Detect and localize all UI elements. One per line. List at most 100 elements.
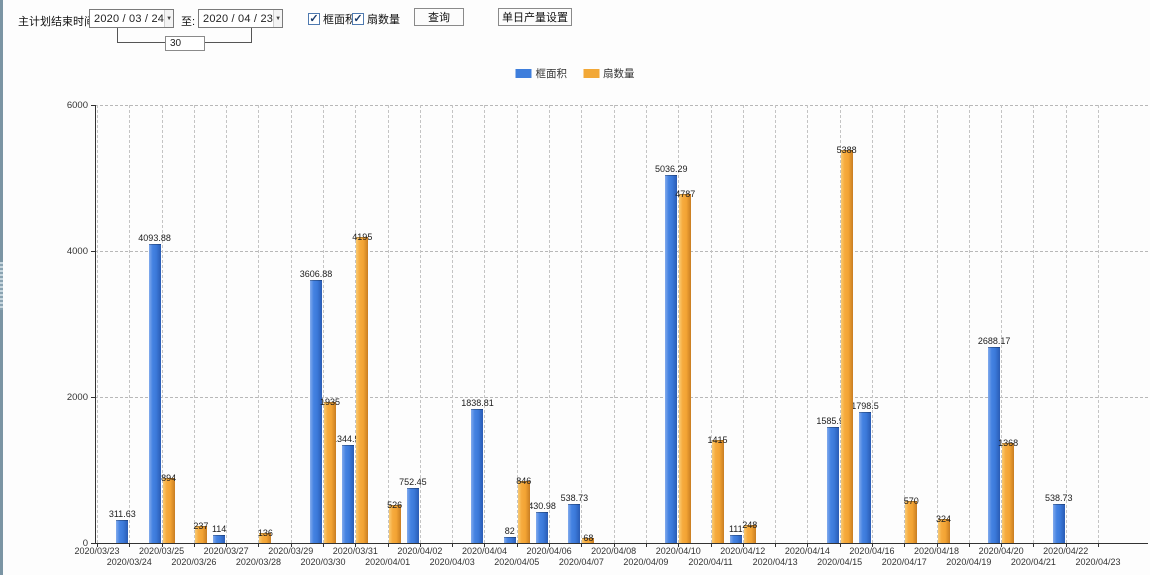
- bar-value-label: 752.45: [399, 477, 427, 487]
- scrollbar-thumb[interactable]: [0, 262, 3, 310]
- x-axis-label: 2020/04/05: [494, 557, 540, 567]
- chevron-down-icon[interactable]: ▼: [273, 10, 282, 27]
- x-axis-label: 2020/03/31: [332, 546, 378, 556]
- bar: [148, 244, 161, 543]
- bar: [679, 194, 692, 543]
- checkbox-icon[interactable]: ✓: [308, 13, 320, 25]
- x-axis-label: 2020/04/21: [1010, 557, 1056, 567]
- bar-value-label: 846: [516, 476, 532, 486]
- bar-value-label: 114: [211, 524, 227, 534]
- x-axis-label: 2020/04/06: [526, 546, 572, 556]
- x-axis-label: 2020/04/11: [688, 557, 733, 567]
- bar-value-label: 1368: [998, 438, 1019, 448]
- bar-value-label: 1838.81: [461, 398, 494, 408]
- x-tick-mark: [710, 543, 712, 547]
- bar: [517, 481, 530, 543]
- y-axis-label: 0: [82, 538, 88, 549]
- x-gridline: [613, 105, 615, 543]
- bar: [988, 347, 1001, 543]
- x-tick-mark: [1033, 543, 1035, 547]
- x-axis-label: 2020/03/30: [300, 557, 346, 567]
- bar: [213, 535, 226, 543]
- y-gridline: [95, 251, 1148, 252]
- bar: [194, 526, 207, 543]
- y-tick-mark: [91, 105, 95, 106]
- bar: [471, 409, 484, 543]
- y-tick-mark: [91, 543, 95, 544]
- x-gridline: [742, 105, 744, 543]
- x-gridline: [807, 105, 809, 543]
- checkbox-frame-area[interactable]: ✓ 框面积: [308, 11, 356, 27]
- x-tick-mark: [323, 543, 325, 547]
- date-to-picker[interactable]: 2020 / 04 / 23 ▼: [198, 9, 283, 28]
- x-tick-mark: [936, 543, 938, 547]
- x-gridline: [871, 105, 873, 543]
- bar: [536, 512, 549, 543]
- bar-value-label: 1935: [320, 397, 341, 407]
- x-gridline: [161, 105, 163, 543]
- bar: [259, 533, 272, 543]
- y-gridline: [95, 397, 1148, 398]
- x-tick-mark: [355, 543, 357, 547]
- x-axis-label: 2020/04/07: [558, 557, 604, 567]
- bar: [324, 402, 337, 543]
- bar-value-label: 1798.5: [851, 401, 879, 411]
- checkbox-fan-count[interactable]: ✓ 扇数量: [352, 11, 400, 27]
- connector-line: [205, 28, 252, 43]
- bar: [858, 412, 871, 543]
- bar-value-label: 5388: [836, 145, 857, 155]
- bar-value-label: 5036.29: [654, 164, 688, 174]
- x-gridline: [1033, 105, 1035, 543]
- x-tick-mark: [452, 543, 454, 547]
- legend-item-fan-count[interactable]: 扇数量: [583, 66, 635, 81]
- x-axis-label: 2020/04/10: [655, 546, 701, 556]
- x-axis-label: 2020/04/13: [752, 557, 798, 567]
- x-gridline: [226, 105, 228, 543]
- bar-value-label: 1415: [707, 435, 728, 445]
- y-axis-line: [95, 105, 96, 543]
- daily-output-settings-button[interactable]: 单日产量设置: [498, 8, 572, 26]
- x-tick-mark: [419, 543, 421, 547]
- days-input[interactable]: 30: [165, 36, 205, 51]
- bar: [116, 520, 129, 543]
- query-button[interactable]: 查询: [414, 8, 464, 26]
- date-from-picker[interactable]: 2020 / 03 / 24 ▼: [89, 9, 174, 28]
- x-tick-mark: [775, 543, 777, 547]
- bar: [356, 237, 369, 543]
- checkbox-frame-area-label: 框面积: [323, 14, 356, 26]
- x-gridline: [516, 105, 518, 543]
- checkbox-icon[interactable]: ✓: [352, 13, 364, 25]
- bar-value-label: 111: [728, 524, 743, 534]
- bar-value-label: 570: [903, 496, 919, 506]
- bar: [1052, 504, 1065, 543]
- x-gridline: [710, 105, 712, 543]
- x-gridline: [419, 105, 421, 543]
- x-axis-label: 2020/03/28: [235, 557, 281, 567]
- x-tick-mark: [516, 543, 518, 547]
- x-tick-mark: [581, 543, 583, 547]
- days-value: 30: [170, 38, 182, 49]
- x-tick-mark: [968, 543, 970, 547]
- x-tick-mark: [1098, 543, 1099, 547]
- x-axis-label: 2020/03/27: [203, 546, 249, 556]
- checkbox-fan-count-label: 扇数量: [367, 14, 400, 26]
- chevron-down-icon[interactable]: ▼: [164, 10, 173, 27]
- x-gridline: [1001, 105, 1003, 543]
- legend-item-frame-area[interactable]: 框面积: [515, 66, 567, 81]
- x-tick-mark: [97, 543, 98, 547]
- x-axis-label: 2020/04/20: [978, 546, 1024, 556]
- x-gridline: [484, 105, 486, 543]
- bar: [665, 175, 678, 543]
- x-axis-line: [95, 543, 1148, 544]
- x-axis-label: 2020/03/26: [171, 557, 217, 567]
- bar-value-label: 894: [161, 473, 177, 483]
- x-gridline: [775, 105, 777, 543]
- bar: [388, 505, 401, 543]
- bar-value-label: 526: [387, 500, 403, 510]
- x-axis-label: 2020/04/01: [365, 557, 411, 567]
- bar-value-label: 1344.95: [332, 434, 365, 444]
- x-tick-mark: [484, 543, 486, 547]
- x-gridline: [936, 105, 938, 543]
- bar: [729, 535, 742, 543]
- bar: [162, 478, 175, 543]
